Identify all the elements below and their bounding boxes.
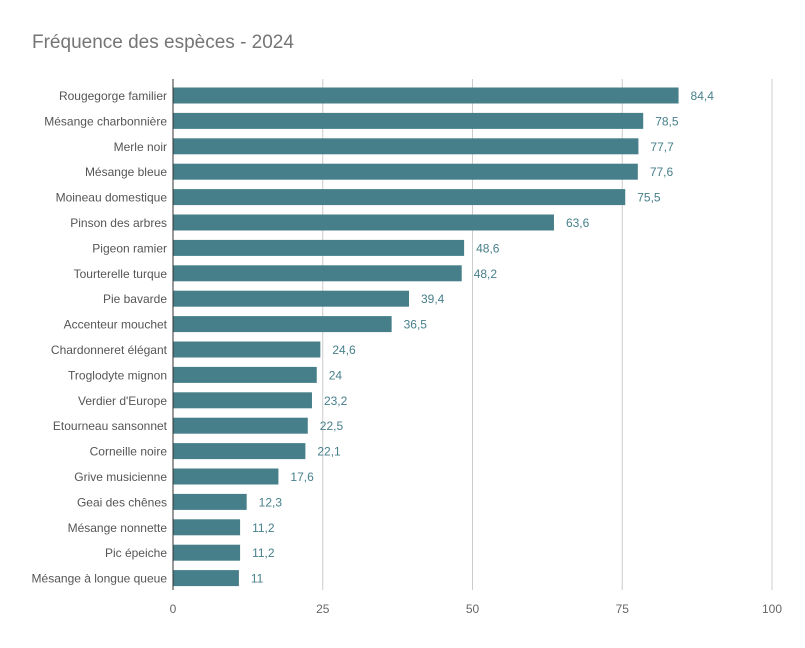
data-label: 22,5 [320,419,344,433]
category-label: Rougegorge familier [59,89,167,103]
bar [173,392,312,409]
category-label: Chardonneret élégant [51,343,168,357]
bar [173,468,279,485]
bar [173,265,462,282]
x-tick-label: 0 [170,602,177,616]
category-label: Mésange nonnette [68,521,168,535]
bar [173,189,626,206]
data-label: 77,7 [650,140,674,154]
bar [173,290,410,307]
bar [173,366,317,383]
category-label: Mésange charbonnière [44,114,167,128]
bar [173,214,554,231]
category-label: Pic épeiche [105,546,167,560]
x-tick-label: 100 [762,602,782,616]
data-label: 22,1 [317,445,341,459]
data-label: 63,6 [566,216,590,230]
category-label: Mésange à longue queue [32,572,168,586]
category-label: Geai des chênes [77,495,167,509]
data-label: 24,6 [332,343,356,357]
bar [173,341,321,358]
bar [173,417,308,434]
bar [173,316,392,333]
category-label: Etourneau sansonnet [53,419,168,433]
category-label: Pigeon ramier [92,241,167,255]
data-label: 36,5 [404,318,428,332]
bar [173,163,638,180]
category-label: Verdier d'Europe [78,394,167,408]
category-label: Troglodyte mignon [68,368,167,382]
category-label: Mésange bleue [85,165,167,179]
data-label: 11,2 [252,521,275,535]
data-label: 23,2 [324,394,348,408]
category-label: Tourterelle turque [74,267,168,281]
bar [173,138,639,155]
data-label: 12,3 [259,495,283,509]
bar [173,112,644,129]
bar [173,239,465,256]
category-label: Moineau domestique [56,191,168,205]
data-label: 11 [251,572,264,586]
category-label: Pinson des arbres [70,216,167,230]
data-label: 17,6 [290,470,314,484]
bar [173,443,306,460]
category-label: Accenteur mouchet [64,318,168,332]
data-label: 24 [329,368,343,382]
category-label: Corneille noire [90,445,168,459]
x-tick-label: 25 [316,602,330,616]
data-label: 48,6 [476,241,500,255]
x-tick-label: 75 [616,602,630,616]
x-tick-label: 50 [466,602,480,616]
bar [173,570,239,587]
bar [173,544,241,561]
category-label: Pie bavarde [103,292,167,306]
data-label: 78,5 [655,114,679,128]
data-label: 75,5 [637,191,661,205]
data-label: 84,4 [691,89,715,103]
data-label: 11,2 [252,546,275,560]
data-label: 77,6 [650,165,674,179]
bar [173,519,241,536]
data-label: 48,2 [474,267,498,281]
category-label: Merle noir [114,140,167,154]
category-label: Grive musicienne [74,470,167,484]
chart-title: Fréquence des espèces - 2024 [32,32,294,53]
bar [173,87,679,104]
data-label: 39,4 [421,292,445,306]
bar [173,493,247,510]
